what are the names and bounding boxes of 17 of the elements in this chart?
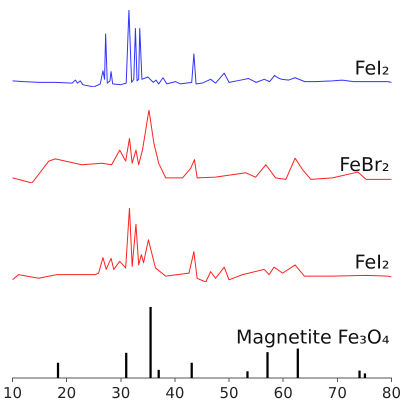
x-tick-label: 30 [111, 384, 130, 402]
x-tick-label: 50 [220, 384, 239, 402]
bar [296, 348, 299, 378]
x-tick-label: 80 [382, 384, 402, 402]
bar [125, 352, 128, 378]
x-tick-label: 20 [57, 384, 76, 402]
bar [190, 362, 193, 378]
bar [158, 370, 160, 378]
bar [358, 370, 361, 378]
x-tick-label: 70 [328, 384, 347, 402]
x-tick-label: 10 [2, 384, 22, 402]
series-label: FeI₂ [354, 252, 390, 274]
x-tick-label: 60 [274, 384, 293, 402]
x-tick-label: 40 [165, 384, 184, 402]
series-label: Magnetite Fe₃O₄ [236, 326, 390, 349]
series-label: FeI₂ [354, 58, 390, 80]
series-label: FeBr₂ [339, 154, 390, 176]
